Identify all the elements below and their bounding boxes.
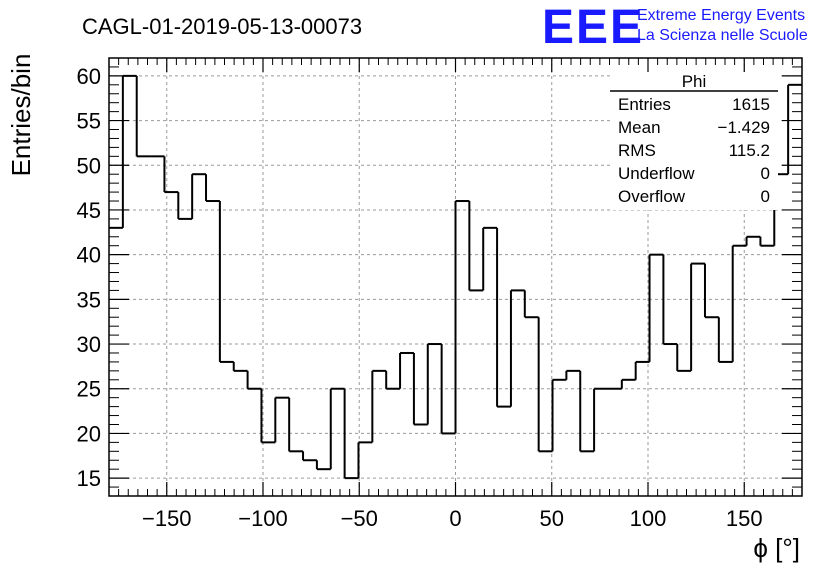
y-tick-label: 15 (77, 466, 101, 491)
x-tick-label: 150 (726, 506, 763, 531)
plot-frame (108, 57, 803, 497)
stats-row-value: 1615 (732, 95, 770, 114)
eee-logo: EEE Extreme Energy Events La Scienza nel… (542, 1, 808, 54)
stats-box-background (610, 72, 778, 210)
y-tick-label: 35 (77, 287, 101, 312)
x-tick-labels: −150 −100 −50 0 50 100 150 (142, 506, 763, 531)
stats-row-value: 0 (761, 164, 770, 183)
stats-box-title: Phi (682, 72, 707, 91)
x-axis-title: ϕ [°] (753, 533, 800, 563)
stats-row-value: −1.429 (718, 118, 770, 137)
stats-row-label: Overflow (618, 187, 686, 206)
x-tick-label: 0 (449, 506, 461, 531)
stats-row-label: Entries (618, 95, 671, 114)
stats-rows: Entries 1615 Mean −1.429 RMS 115.2 Underflow 0 O… (618, 95, 770, 206)
y-tick-label: 40 (77, 243, 101, 268)
stats-box: Phi Entries 1615 Mean −1.429 RMS 115.2 Underfl… (610, 72, 778, 210)
stats-row-label: Underflow (618, 164, 695, 183)
y-tick-label: 55 (77, 109, 101, 134)
y-tick-labels: 15 20 25 30 35 40 45 50 55 60 (77, 64, 101, 491)
y-tick-label: 45 (77, 198, 101, 223)
y-tick-label: 20 (77, 421, 101, 446)
stats-row-value: 0 (761, 187, 770, 206)
logo-mark: EEE (542, 1, 644, 54)
stats-row-label: Mean (618, 118, 661, 137)
chart-title: CAGL-01-2019-05-13-00073 (82, 14, 362, 39)
logo-line-1: Extreme Energy Events (637, 7, 805, 24)
stats-row-label: RMS (618, 141, 656, 160)
x-tick-label: −100 (238, 506, 288, 531)
x-tick-label: −150 (142, 506, 192, 531)
x-tick-label: 100 (630, 506, 667, 531)
histogram-bins (109, 74, 802, 480)
y-tick-label: 50 (77, 153, 101, 178)
axis-ticks (109, 58, 802, 496)
x-tick-label: 50 (540, 506, 564, 531)
logo-line-2: La Scienza nelle Scuole (637, 27, 808, 44)
y-tick-label: 25 (77, 377, 101, 402)
y-axis-title: Entries/bin (6, 54, 36, 177)
y-tick-label: 60 (77, 64, 101, 89)
x-tick-label: −50 (341, 506, 378, 531)
stats-row-value: 115.2 (729, 141, 770, 160)
y-tick-label: 30 (77, 332, 101, 357)
